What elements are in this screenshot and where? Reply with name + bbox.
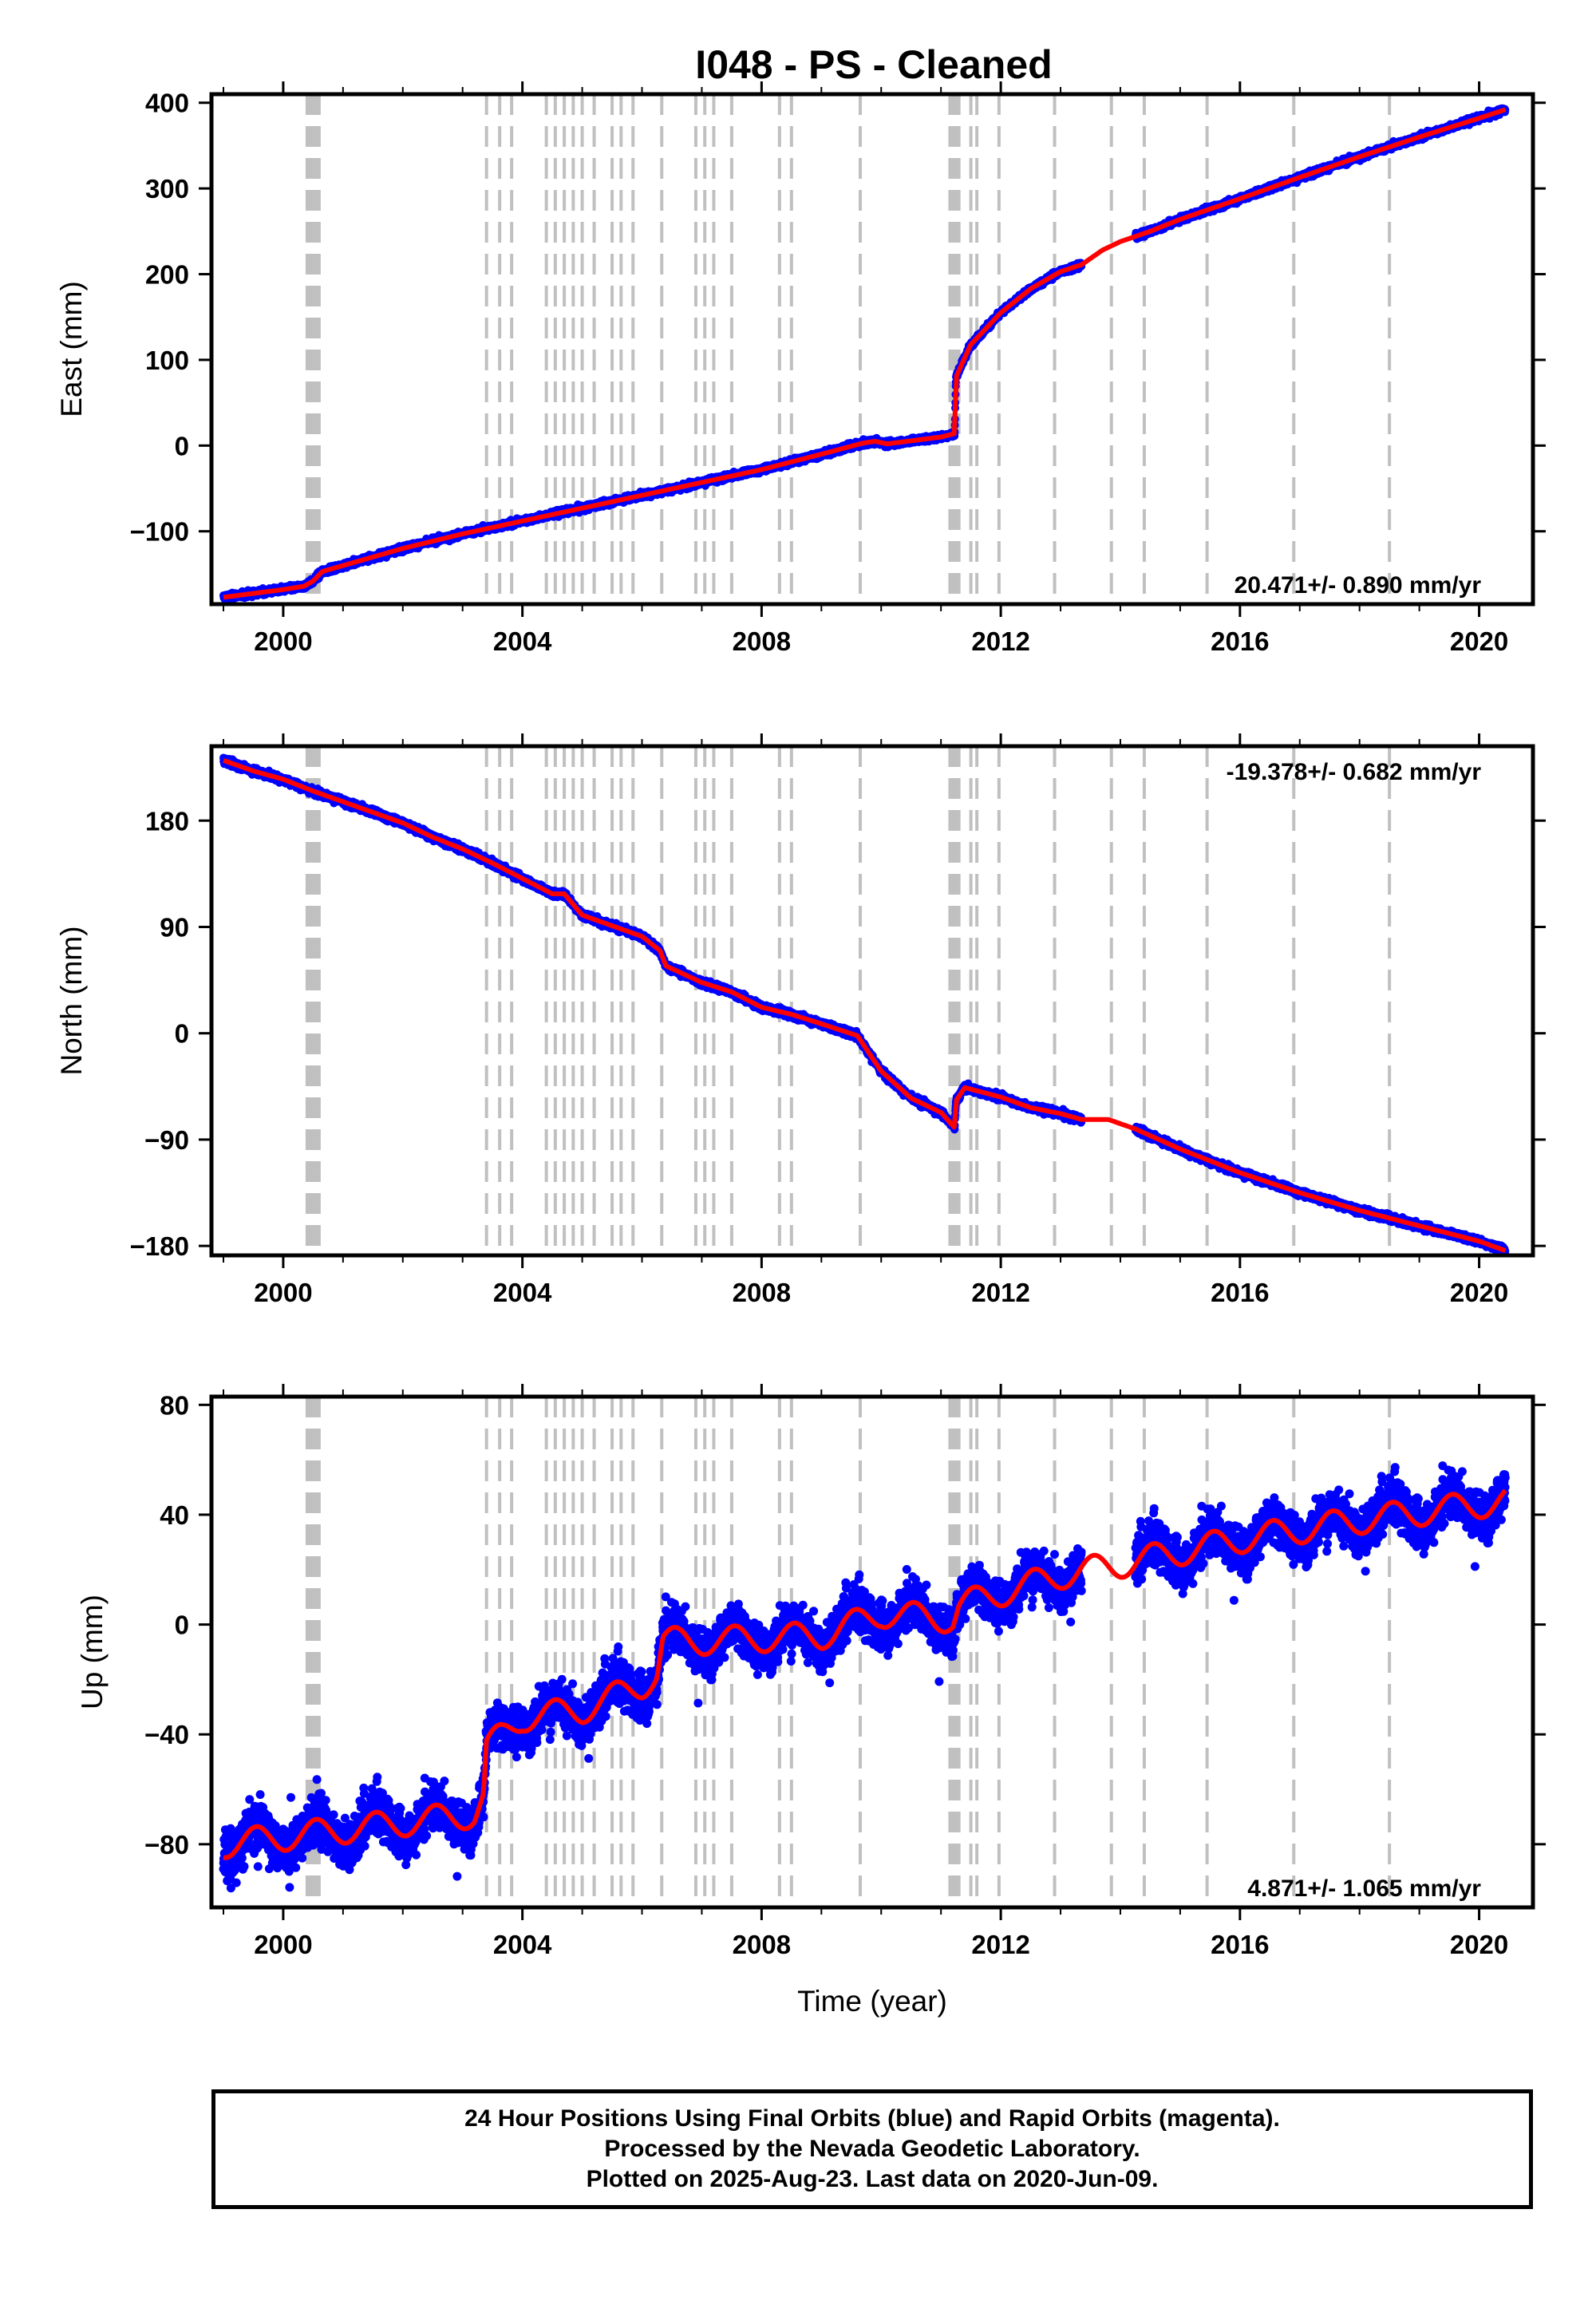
figure-title: I048 - PS - Cleaned [695, 42, 1052, 87]
panels: 2000 2004 2008 2012 2016 2020−100010020030040… [55, 81, 1546, 1959]
east-data-points [219, 104, 1510, 604]
east-plot-area [219, 94, 1510, 604]
east-panel: 2000 2004 2008 2012 2016 2020−100010020030040… [55, 81, 1546, 656]
